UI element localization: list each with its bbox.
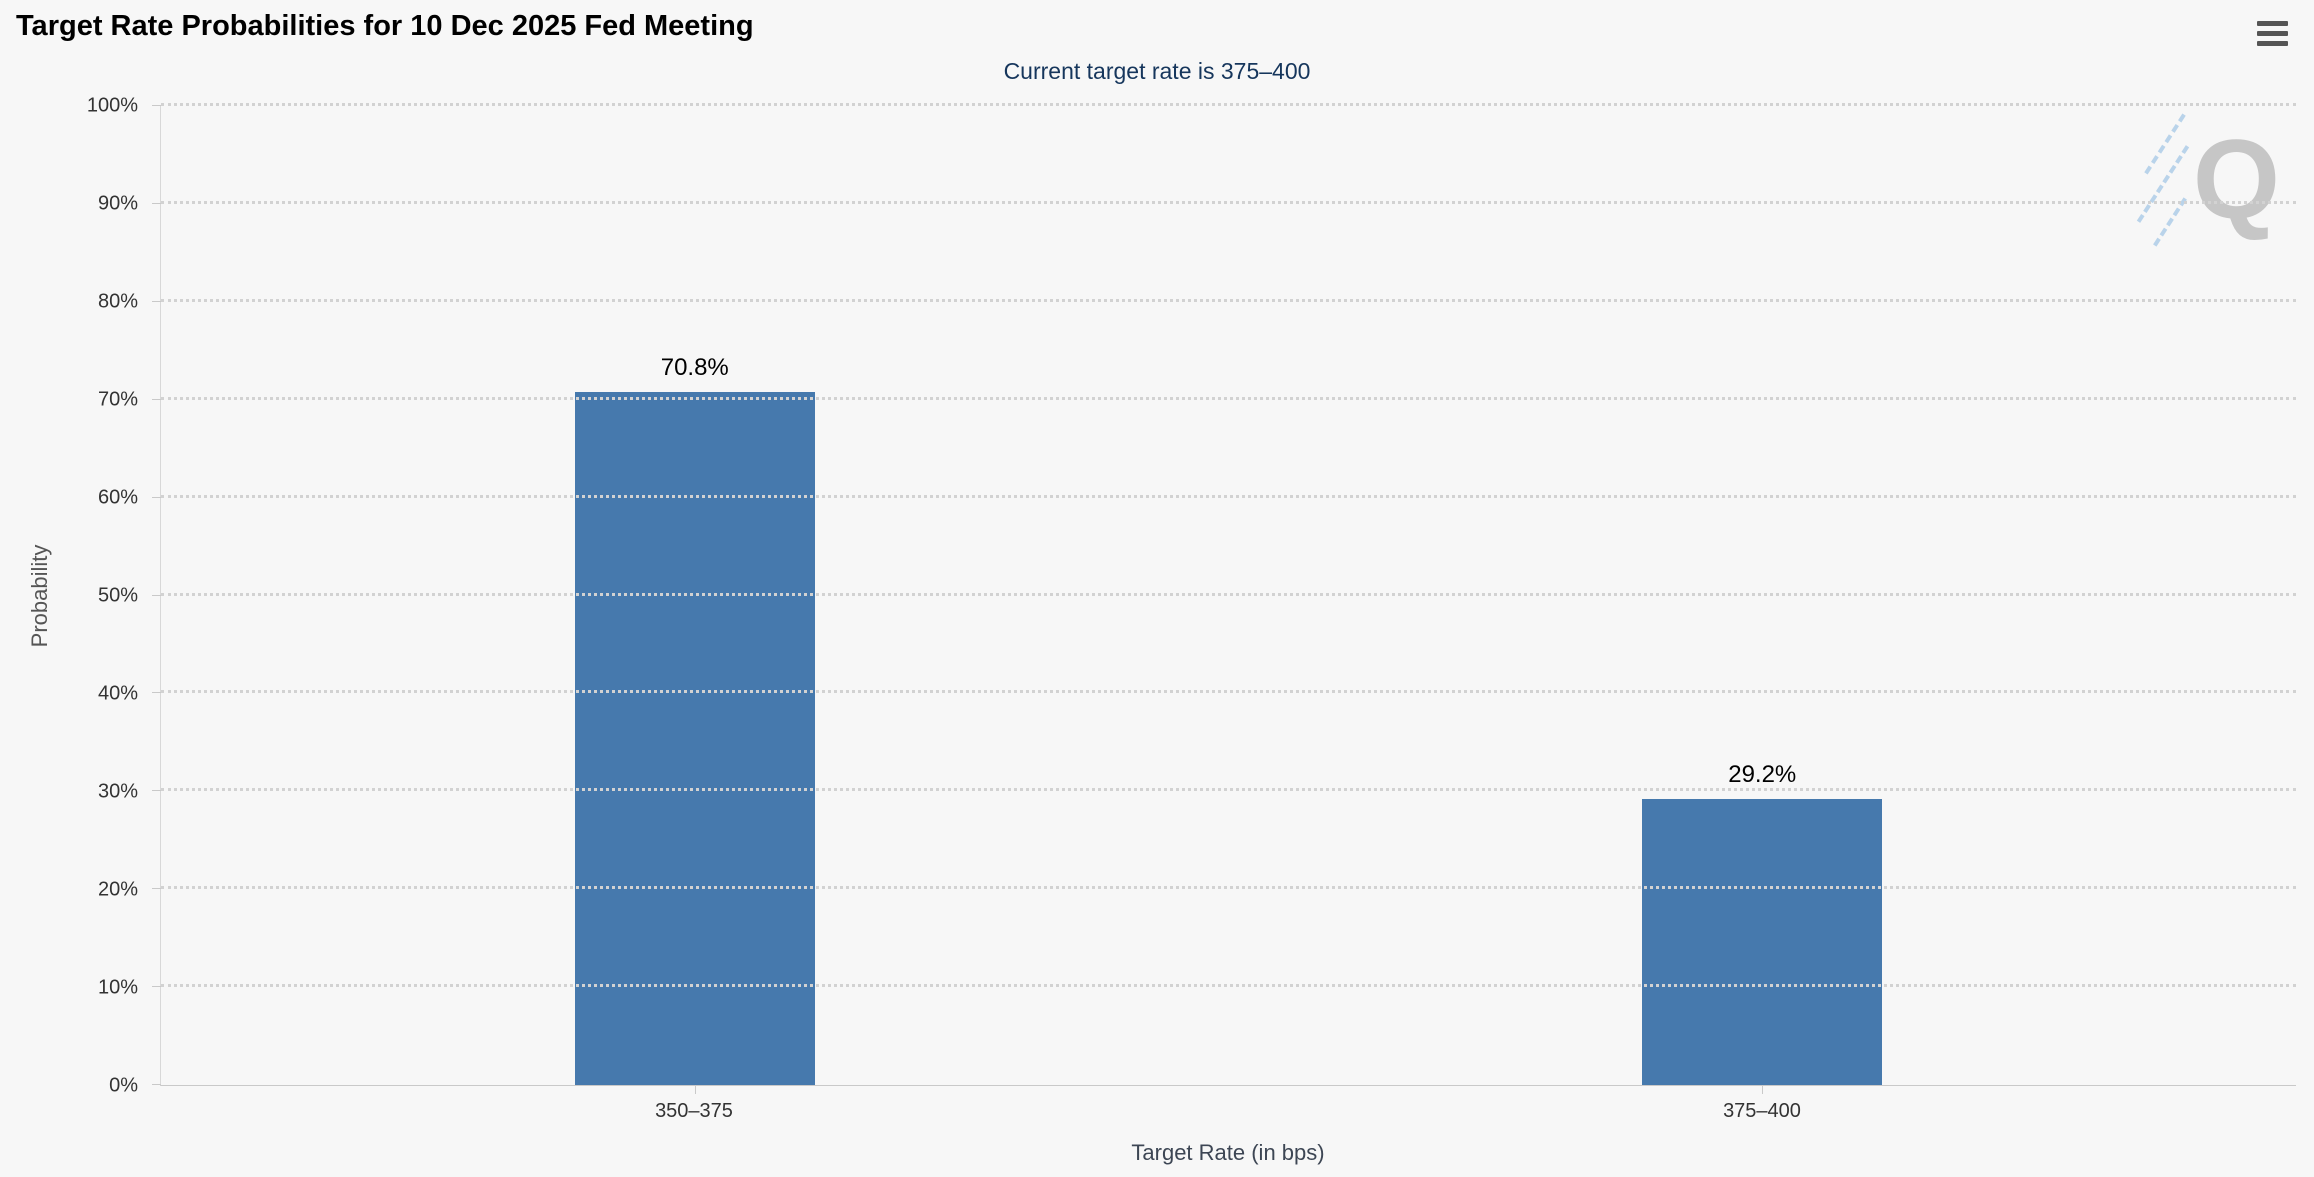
gridline — [161, 396, 2296, 400]
y-tick-label: 20% — [97, 878, 138, 901]
y-tick-label: 100% — [86, 94, 138, 117]
x-tick-label: 350–375 — [655, 1100, 733, 1122]
y-tick-label: 60% — [97, 486, 138, 509]
x-axis-title: Target Rate (in bps) — [1131, 1140, 1325, 1165]
y-tick-label: 50% — [97, 584, 138, 607]
y-tick-mark — [152, 398, 161, 400]
y-tick-label: 10% — [97, 976, 138, 999]
gridline — [161, 494, 2296, 498]
y-tick-label: 0% — [109, 1074, 138, 1097]
x-axis-tick-labels: 350–375 375–400 — [160, 1100, 2296, 1132]
x-tick-mark — [1762, 1085, 1764, 1094]
gridline — [161, 200, 2296, 204]
y-tick-label: 30% — [97, 780, 138, 803]
hamburger-icon — [2256, 20, 2288, 26]
gridline — [161, 886, 2296, 890]
y-axis-tick-labels: 0% 10% 20% 30% 40% 50% 60% 70% 80% 90% 100% — [0, 95, 150, 1097]
y-tick-mark — [152, 105, 161, 106]
chart-context-menu-button[interactable] — [2250, 14, 2294, 52]
gridline — [161, 690, 2296, 694]
x-tick-mark — [694, 1085, 696, 1094]
y-tick-label: 70% — [97, 388, 138, 411]
plot-area: 70.8% 29.2% — [152, 103, 2296, 1094]
gridline — [161, 788, 2296, 792]
y-tick-mark — [152, 1084, 161, 1085]
gridline — [161, 984, 2296, 988]
bar-350–375[interactable]: 70.8% — [574, 354, 815, 1085]
x-tick-label: 375–400 — [1723, 1100, 1801, 1122]
chart-subtitle: Current target rate is 375–400 — [1003, 58, 1311, 84]
y-tick-mark — [152, 594, 161, 596]
y-tick-label: 90% — [97, 192, 138, 215]
y-tick-mark — [152, 888, 161, 890]
chart-title: Target Rate Probabilities for 10 Dec 202… — [16, 10, 754, 42]
hamburger-icon — [2256, 40, 2288, 46]
bar-value-label: 70.8% — [660, 353, 729, 381]
bar-value-label: 29.2% — [1728, 761, 1797, 789]
y-tick-mark — [152, 300, 161, 302]
hamburger-icon — [2256, 30, 2288, 36]
y-tick-mark — [152, 692, 161, 694]
y-tick-mark — [152, 202, 161, 204]
y-tick-mark — [152, 986, 161, 988]
bar-series: 70.8% 29.2% — [161, 106, 2296, 1085]
bar-375–400[interactable]: 29.2% — [1642, 761, 1883, 1085]
y-tick-label: 80% — [97, 290, 138, 313]
gridline — [161, 103, 2296, 106]
bar-slot: 29.2% — [1229, 106, 2297, 1085]
y-tick-label: 40% — [97, 682, 138, 705]
gridline — [161, 298, 2296, 302]
gridline — [161, 592, 2296, 596]
y-tick-mark — [152, 790, 161, 792]
bar-slot: 70.8% — [161, 106, 1229, 1085]
y-tick-mark — [152, 496, 161, 498]
